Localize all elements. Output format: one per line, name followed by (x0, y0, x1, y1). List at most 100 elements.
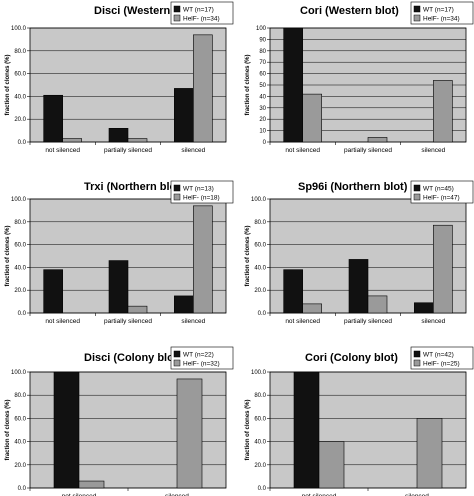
y-tick-label: 70 (259, 60, 266, 66)
legend-label: WT (n=13) (183, 186, 214, 193)
chart-panel-3: Trxi (Northern blot) 0.0 20.0 40.0 60.0 80.0 1… (5, 180, 234, 325)
y-tick-label: 20.0 (14, 288, 26, 294)
y-tick-label: 0.0 (258, 486, 267, 492)
category-label: not silenced (45, 147, 80, 154)
legend: WT (n=13) HelF- (n=18) (170, 180, 234, 204)
bar-wt-1 (293, 371, 320, 489)
legend-label: HelF- (n=18) (183, 195, 220, 202)
bar-helf-2 (176, 378, 203, 489)
bar-helf-1 (318, 441, 345, 489)
bar-wt-3 (174, 88, 194, 143)
y-tick-label: 0.0 (258, 311, 267, 317)
legend-label: WT (n=45) (423, 186, 454, 193)
category-label: partially silenced (344, 147, 392, 154)
legend-swatch (413, 350, 421, 358)
bar-wt-1 (43, 94, 63, 143)
legend-box (410, 1, 474, 25)
legend-swatch (173, 14, 181, 22)
y-tick-label: 40.0 (254, 265, 266, 271)
chart-title: Disci (Colony blot) (84, 352, 182, 364)
bar-helf-3 (193, 205, 213, 314)
y-tick-label: 0.0 (18, 486, 27, 492)
chart-title: Cori (Colony blot) (305, 352, 398, 364)
category-label: not silenced (285, 318, 320, 325)
legend: WT (n=42) HelF- (n=25) (410, 346, 474, 370)
y-axis-label: fraction of clones (%) (245, 225, 251, 286)
y-tick-label: 100.0 (251, 370, 267, 376)
bar-helf-1 (78, 480, 105, 489)
y-tick-label: 40.0 (14, 265, 26, 271)
bar-wt-3 (414, 302, 434, 314)
y-tick-label: 100.0 (11, 370, 27, 376)
y-tick-label: 60.0 (14, 72, 26, 78)
legend-swatch (413, 184, 421, 192)
bar-helf-2 (127, 305, 148, 314)
y-tick-label: 90 (259, 37, 266, 43)
legend: WT (n=17) HelF- (n=34) (170, 1, 234, 25)
chart-panel-2: Cori (Western blot) 0 10 20 30 40 50 60 70 80 90 10… (245, 1, 474, 154)
y-tick-label: 80.0 (254, 220, 266, 226)
y-axis-label: fraction of clones (%) (5, 399, 11, 460)
chart-panel-4: Sp96i (Northern blot) 0.0 20.0 40.0 60.0 80.0… (245, 180, 474, 325)
legend: WT (n=17) HelF- (n=34) (410, 1, 474, 25)
y-tick-label: 100.0 (11, 26, 27, 32)
legend-swatch (173, 193, 181, 201)
category-label: not silenced (285, 147, 320, 154)
legend-swatch (413, 14, 421, 22)
legend: WT (n=45) HelF- (n=47) (410, 180, 474, 204)
legend-label: WT (n=42) (423, 352, 454, 359)
category-label: not silenced (62, 493, 97, 496)
y-tick-label: 20 (259, 117, 266, 123)
legend-swatch (413, 359, 421, 367)
bar-helf-2 (367, 295, 388, 314)
chart-title: Trxi (Northern blot) (84, 181, 184, 193)
bar-helf-1 (302, 303, 322, 314)
legend-label: HelF- (n=47) (423, 195, 460, 202)
chart-panel-6: Cori (Colony blot) 0.0 20.0 40.0 60.0 80.0 100… (245, 346, 474, 496)
bar-helf-3 (193, 34, 213, 143)
legend-swatch (173, 184, 181, 192)
category-label: silenced (181, 147, 205, 154)
y-tick-label: 0.0 (18, 311, 27, 317)
y-tick-label: 0 (263, 140, 267, 146)
y-tick-label: 20.0 (14, 463, 26, 469)
y-tick-label: 80.0 (254, 393, 266, 399)
bar-helf-3 (433, 80, 453, 143)
bar-helf-1 (62, 138, 82, 143)
legend-label: WT (n=17) (423, 7, 454, 14)
y-tick-label: 50 (259, 83, 266, 89)
y-tick-label: 100.0 (251, 197, 267, 203)
y-axis-label: fraction of clones (%) (5, 225, 11, 286)
chart-title: Cori (Western blot) (300, 5, 399, 17)
y-tick-label: 10 (259, 129, 266, 135)
bar-wt-3 (174, 295, 194, 314)
category-label: silenced (421, 318, 445, 325)
category-label: partially silenced (104, 147, 152, 154)
bar-wt-2 (108, 260, 129, 314)
y-tick-label: 40.0 (14, 440, 26, 446)
bar-wt-2 (348, 259, 369, 314)
y-tick-label: 80.0 (14, 220, 26, 226)
chart-panel-1: Disci (Western blot)0.020.040.060.080.01… (5, 1, 234, 154)
bar-wt-1 (53, 371, 80, 489)
legend-swatch (173, 359, 181, 367)
bar-helf-2 (127, 138, 148, 143)
bar-helf-2 (416, 418, 443, 489)
bar-wt-1 (283, 27, 303, 143)
y-tick-label: 80.0 (14, 393, 26, 399)
bar-helf-1 (302, 93, 322, 143)
y-tick-label: 40 (259, 94, 266, 100)
y-axis-label: fraction of clones (%) (5, 54, 11, 115)
legend-label: WT (n=22) (183, 352, 214, 359)
category-label: silenced (181, 318, 205, 325)
legend-box (410, 180, 474, 204)
y-axis-label: fraction of clones (%) (245, 54, 251, 115)
legend-box (410, 346, 474, 370)
category-label: not silenced (45, 318, 80, 325)
y-tick-label: 30 (259, 106, 266, 112)
category-label: silenced (421, 147, 445, 154)
category-label: silenced (165, 493, 189, 496)
category-label: partially silenced (344, 318, 392, 325)
legend-box (170, 180, 234, 204)
legend-swatch (173, 350, 181, 358)
